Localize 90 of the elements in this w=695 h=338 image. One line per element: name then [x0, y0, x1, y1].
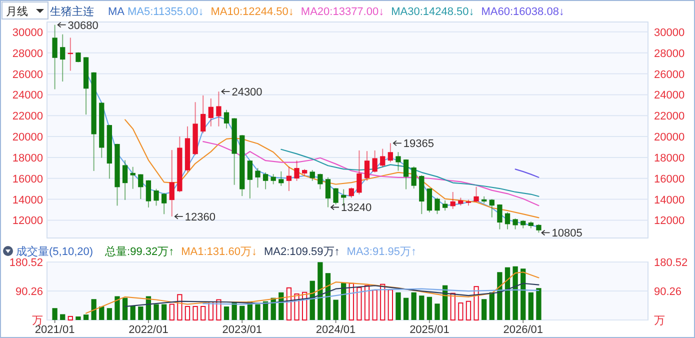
bar [528, 292, 534, 320]
x-tick-label: 2024/01 [316, 324, 356, 336]
annotation: 24300 [232, 86, 262, 99]
bar [52, 308, 58, 320]
legend-title: MA [108, 6, 126, 18]
y-tick-label: 22000 [12, 110, 43, 123]
bar [91, 299, 96, 320]
y2-tick-label: 180.52 [654, 257, 688, 269]
y2-tick-label: 90.26 [654, 286, 682, 298]
annotation: 30680 [68, 20, 98, 32]
bar [489, 292, 494, 320]
bar [83, 314, 89, 320]
y2-tick-label: 12000 [654, 215, 685, 228]
y-tick-label: 18000 [12, 152, 43, 164]
bar [403, 298, 409, 320]
bar [76, 316, 81, 320]
y2-tick-label: 26000 [654, 68, 685, 81]
x-tick-label: 2023/01 [222, 324, 262, 336]
y2-tick-label: 30000 [654, 26, 685, 39]
x-tick-label: 2025/01 [410, 324, 450, 336]
text: MA30:14248.50↓ [391, 6, 474, 18]
x-tick-label: 2026/01 [503, 324, 543, 336]
line-series [280, 148, 540, 197]
bar [60, 314, 66, 320]
bar [122, 298, 128, 320]
legend-title: 成交量(5,10,20) [16, 245, 94, 258]
y-tick-label: 12000 [12, 215, 43, 228]
line-series [514, 168, 540, 178]
x-tick-label: 2021/01 [34, 324, 75, 336]
bar [325, 273, 331, 320]
bar [504, 267, 510, 320]
bar [154, 304, 159, 320]
bar [130, 306, 136, 320]
y2-tick-label: 28000 [654, 48, 685, 60]
line-series [202, 288, 540, 305]
text: MA1:131.60万↓ [181, 246, 257, 258]
y-tick-label: 180.52 [9, 257, 43, 269]
y-tick-label: 万 [32, 315, 43, 327]
text: MA5:11355.00↓ [128, 6, 204, 18]
bar [497, 272, 502, 320]
bar [318, 262, 323, 320]
text: MA10:12244.50↓ [210, 6, 294, 18]
bar [536, 288, 542, 320]
bar [106, 308, 112, 320]
y-tick-label: 16000 [12, 173, 43, 186]
text: MA2:109.59万↑ [264, 246, 340, 258]
bar [396, 292, 401, 320]
y2-tick-label: 14000 [654, 194, 685, 206]
bar [99, 306, 104, 320]
y2-tick-label: 16000 [654, 173, 685, 186]
y-tick-label: 26000 [12, 68, 43, 81]
bar [240, 306, 245, 320]
bar [224, 306, 230, 320]
text: 总量:99.32万↑ [104, 245, 174, 258]
y-tick-label: 30000 [12, 26, 43, 39]
bar [341, 283, 346, 320]
bar [138, 306, 144, 320]
bar [162, 304, 167, 320]
bar [512, 266, 518, 320]
text: MA20:13377.00↓ [300, 6, 384, 18]
y2-tick-label: 22000 [654, 110, 685, 123]
bar [419, 296, 424, 320]
y-tick-label: 20000 [12, 132, 43, 144]
line-series [124, 282, 540, 308]
bar [333, 300, 338, 320]
annotation: 13240 [340, 202, 372, 214]
bar [426, 296, 432, 320]
bar [520, 268, 526, 320]
y-tick-label: 14000 [12, 194, 43, 206]
y2-tick-label: 万 [654, 315, 665, 327]
y-tick-label: 24000 [12, 90, 43, 102]
chart-subtitle: 月线 [6, 5, 28, 18]
annotation: 19365 [403, 138, 434, 150]
y-tick-label: 90.26 [15, 286, 43, 298]
chart-title: 生猪主连 [50, 5, 94, 18]
y-tick-label: 28000 [12, 48, 43, 60]
bar [411, 292, 416, 320]
y2-tick-label: 20000 [654, 132, 685, 144]
text: MA60:16038.08↓ [481, 6, 564, 18]
text: MA3:91.95万↑ [346, 246, 416, 258]
bar [255, 304, 260, 320]
bar [434, 304, 440, 320]
y2-tick-label: 18000 [654, 152, 685, 164]
x-tick-label: 2022/01 [128, 324, 168, 336]
bar [482, 299, 487, 320]
annotation: 12360 [184, 211, 216, 224]
annotation: 10805 [552, 228, 582, 240]
y2-tick-label: 24000 [654, 90, 685, 102]
bar [114, 296, 120, 320]
line-series [85, 272, 540, 314]
